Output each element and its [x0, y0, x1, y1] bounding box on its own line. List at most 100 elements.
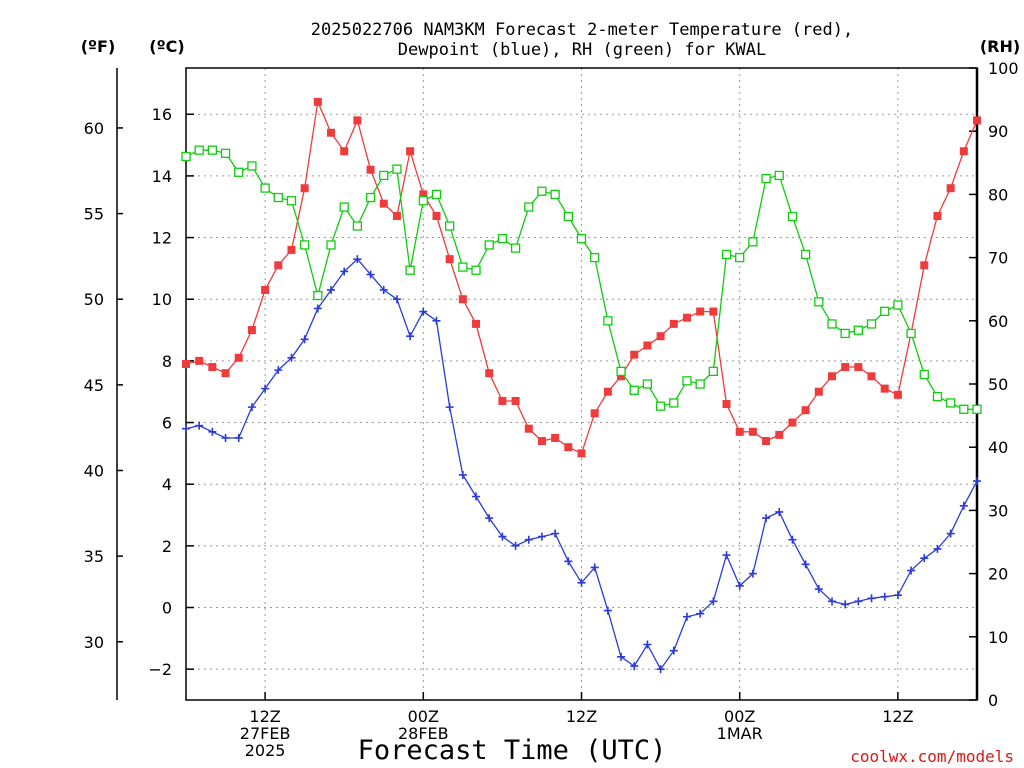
dewpoint-point [933, 544, 942, 553]
celsius-tick-label: 10 [152, 290, 172, 309]
rh-point [959, 404, 969, 414]
rh-point [695, 379, 705, 389]
rh-point [392, 164, 402, 174]
dewpoint-point [893, 591, 902, 600]
2-meter-temperature-series [182, 97, 981, 458]
rh-point [735, 252, 745, 263]
2-meter-temperature-point [841, 363, 850, 372]
dewpoint-point [669, 646, 678, 655]
dewpoint-point [366, 270, 375, 279]
rh-point [576, 233, 587, 244]
rh-point [787, 211, 798, 222]
rh-point [814, 297, 824, 307]
2-meter-temperature-point [603, 387, 612, 396]
2-meter-temperature-point [472, 319, 481, 328]
dewpoint-point [656, 665, 665, 674]
celsius-tick-label: 6 [162, 414, 172, 433]
2-meter-temperature-point [827, 372, 836, 381]
celsius-tick-label: 2 [162, 537, 172, 556]
fahrenheit-tick-label: 50 [84, 290, 104, 309]
dewpoint-point [221, 433, 230, 442]
fahrenheit-axis-unit: (ºF) [81, 37, 116, 56]
rh-point [260, 183, 270, 193]
x-tick-label: 12Z [566, 707, 597, 726]
rh-point [458, 262, 468, 272]
dewpoint-point [485, 514, 494, 523]
2-meter-temperature-point [669, 319, 678, 328]
2-meter-temperature-point [946, 184, 955, 193]
rh-tick-label: 80 [988, 185, 1008, 204]
dewpoint-point [946, 529, 955, 538]
2-meter-temperature-point [867, 372, 876, 381]
x-tick-label: 27FEB [240, 724, 291, 743]
rh-tick-label: 50 [988, 375, 1008, 394]
2-meter-temperature-point [551, 433, 560, 442]
dewpoint-point [551, 529, 560, 538]
dewpoint-point [762, 514, 771, 523]
2-meter-temperature-point [524, 424, 533, 433]
2-meter-temperature-point [274, 261, 283, 270]
rh-point [194, 145, 204, 155]
fahrenheit-tick-label: 45 [84, 376, 104, 395]
dewpoint-point [287, 353, 296, 362]
rh-point [339, 202, 349, 212]
chart-title-line1: 2025022706 NAM3KM Forecast 2-meter Tempe… [311, 20, 853, 40]
rh-point [207, 145, 218, 155]
2-meter-temperature-point [247, 326, 256, 335]
2-meter-temperature-point [656, 332, 665, 341]
2-meter-temperature-point [590, 409, 599, 418]
dewpoint-point [392, 295, 401, 304]
dewpoint-point [195, 421, 204, 430]
tick-labels: −2 0 2 4 6 8 10 12 14 16 30 35 40 45 50 55 60 0 10 20 30 40 50… [84, 59, 1019, 760]
2-meter-temperature-point [709, 307, 718, 316]
fahrenheit-tick-label: 30 [84, 633, 104, 652]
chart-title-line2: Dewpoint (blue), RH (green) for KWAL [398, 40, 766, 60]
rh-point [247, 161, 257, 171]
2-meter-temperature-point [762, 437, 771, 446]
dewpoint-point [445, 403, 454, 412]
2-meter-temperature-point [933, 211, 942, 220]
dewpoint-point [511, 541, 520, 550]
2-meter-temperature-point [419, 190, 428, 199]
x-tick-label: 1MAR [717, 724, 763, 743]
rh-point [893, 300, 903, 310]
dewpoint-point [379, 285, 388, 294]
rh-point [352, 221, 363, 231]
celsius-tick-label: −2 [148, 660, 172, 679]
dewpoint-point [735, 581, 744, 590]
celsius-tick-label: 14 [152, 167, 172, 186]
rh-point [326, 240, 336, 250]
2-meter-temperature-point [748, 427, 757, 436]
2-meter-temperature-point [313, 97, 322, 106]
rh-tick-label: 10 [988, 628, 1008, 647]
axes [116, 67, 979, 701]
rh-point [840, 328, 850, 339]
dewpoint-point [300, 335, 309, 344]
rh-point [774, 170, 784, 181]
2-meter-temperature-point [801, 406, 810, 415]
dewpoint-point [208, 427, 217, 436]
rh-point [510, 243, 521, 253]
rh-point [590, 252, 600, 263]
2-meter-temperature-point [973, 116, 981, 125]
dewpoint-point [959, 501, 968, 510]
celsius-tick-label: 4 [162, 475, 172, 494]
rh-point [761, 173, 771, 184]
2-meter-temperature-point [722, 400, 731, 409]
celsius-tick-label: 12 [152, 229, 172, 248]
2-meter-temperature-point [392, 211, 401, 220]
rh-point [524, 202, 534, 212]
2-meter-temperature-point [814, 387, 823, 396]
2-meter-temperature-point [287, 245, 296, 254]
rh-point [273, 192, 283, 203]
rh-point [800, 249, 811, 260]
rh-point [379, 170, 389, 181]
2-meter-temperature-point [300, 184, 309, 193]
2-meter-temperature-point [406, 147, 415, 156]
2-meter-temperature-point [366, 165, 375, 174]
2-meter-temperature-point [537, 437, 546, 446]
dewpoint-point [880, 592, 889, 601]
rh-tick-label: 40 [988, 438, 1008, 457]
rh-point [616, 366, 626, 377]
